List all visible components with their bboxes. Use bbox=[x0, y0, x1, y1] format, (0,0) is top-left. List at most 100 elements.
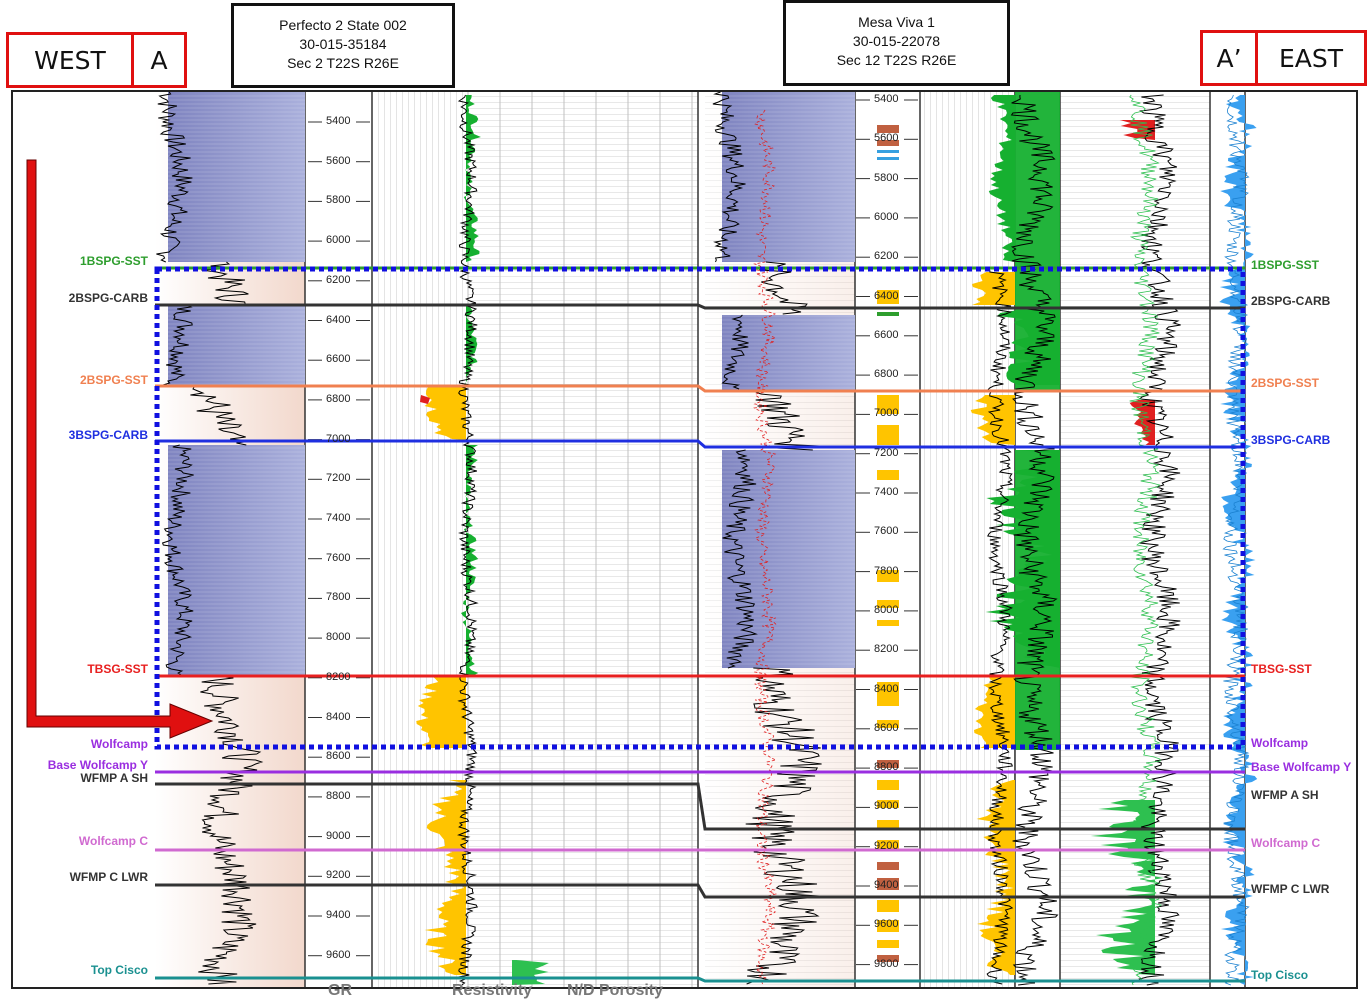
porosity-curve bbox=[1129, 94, 1163, 986]
lithology-bar bbox=[877, 862, 899, 870]
top-label-east: Base Wolfcamp Y bbox=[1251, 760, 1352, 774]
lithology-bar bbox=[877, 820, 899, 830]
top-label-west: 1BSPG-SST bbox=[79, 254, 148, 268]
depth-label: 9600 bbox=[326, 948, 351, 961]
top-label-east: TBSG-SST bbox=[1251, 662, 1312, 676]
resistivity-curve bbox=[986, 269, 1014, 985]
lithology-bar bbox=[877, 800, 899, 808]
depth-label: 6000 bbox=[326, 234, 351, 247]
depth-label: 7800 bbox=[874, 564, 899, 577]
well-api: 30-015-35184 bbox=[299, 36, 387, 52]
depth-label: 5600 bbox=[874, 132, 899, 145]
top-label-west: WFMP C LWR bbox=[69, 870, 148, 884]
gr-shale-fill bbox=[722, 450, 855, 668]
track-label-nd-porosity: N/D Porosity bbox=[567, 982, 664, 999]
lithology-bar bbox=[877, 840, 899, 850]
depth-label: 9200 bbox=[874, 839, 899, 852]
top-label-west: TBSG-SST bbox=[87, 662, 148, 676]
formation-top-line bbox=[155, 384, 1245, 393]
porosity-blue-curve bbox=[1222, 94, 1250, 986]
depth-label: 8000 bbox=[874, 603, 899, 616]
lithology-bar bbox=[877, 620, 899, 626]
well-name: Mesa Viva 1 bbox=[858, 14, 935, 30]
lithology-bar bbox=[877, 150, 899, 153]
depth-label: 5400 bbox=[326, 115, 351, 127]
top-label-east: Top Cisco bbox=[1251, 968, 1309, 982]
depth-label: 8400 bbox=[326, 710, 351, 723]
lithology-bar bbox=[877, 125, 899, 133]
top-label-west: Top Cisco bbox=[90, 963, 148, 977]
lithology-bar bbox=[877, 920, 899, 932]
top-label-east: WFMP C LWR bbox=[1251, 882, 1330, 896]
depth-label: 8000 bbox=[326, 631, 351, 644]
depth-label: 5800 bbox=[874, 171, 899, 184]
resistivity-fill bbox=[988, 95, 1015, 262]
depth-label: 8200 bbox=[326, 670, 351, 683]
lithology-bar bbox=[877, 470, 899, 480]
top-label-west: 2BSPG-CARB bbox=[68, 291, 148, 305]
west-label: WEST bbox=[6, 32, 134, 88]
top-label-east: Wolfcamp C bbox=[1251, 836, 1321, 850]
resistivity-curve bbox=[1010, 94, 1059, 986]
lithology-bar bbox=[877, 312, 899, 316]
depth-label: 7600 bbox=[874, 525, 899, 538]
crossover-fill bbox=[1129, 400, 1155, 445]
gr-curve bbox=[755, 389, 820, 451]
track-label-gr: GR bbox=[328, 982, 352, 999]
depth-label: 9400 bbox=[326, 909, 351, 921]
depth-label: 8600 bbox=[874, 721, 899, 734]
formation-top-line bbox=[155, 782, 1245, 831]
formation-top-line bbox=[155, 883, 1245, 899]
crossover-fill bbox=[420, 395, 430, 404]
west-marker: A bbox=[131, 32, 187, 88]
lithology-bar bbox=[877, 570, 899, 582]
lithology-bar bbox=[877, 760, 899, 768]
depth-label: 9000 bbox=[874, 800, 899, 813]
depth-label: 7000 bbox=[326, 432, 351, 445]
east-label: EAST bbox=[1255, 30, 1367, 86]
depth-label: 5400 bbox=[874, 93, 899, 105]
well-header-perfecto: Perfecto 2 State 002 30-015-35184 Sec 2 … bbox=[231, 3, 455, 88]
gr-curve bbox=[190, 384, 252, 446]
top-label-east: 3BSPG-CARB bbox=[1251, 433, 1331, 447]
gr-curve bbox=[721, 314, 749, 390]
lithology-bar bbox=[877, 395, 899, 414]
gr-curve bbox=[161, 444, 194, 676]
porosity-curve bbox=[1138, 94, 1181, 986]
depth-label: 9400 bbox=[874, 879, 899, 891]
lithology-bar bbox=[877, 290, 899, 304]
top-label-west: Wolfcamp C bbox=[78, 834, 148, 848]
depth-label: 6200 bbox=[874, 250, 899, 263]
depth-label: 7600 bbox=[326, 551, 351, 564]
top-label-east: 2BSPG-CARB bbox=[1251, 294, 1331, 308]
crossover-fill bbox=[1119, 120, 1155, 140]
formation-top-line bbox=[155, 439, 1245, 449]
formation-top-line bbox=[155, 976, 1245, 983]
gr-curve bbox=[156, 91, 193, 263]
depth-label: 6800 bbox=[874, 368, 899, 381]
sand-fill bbox=[424, 780, 466, 975]
depth-label: 6200 bbox=[326, 273, 351, 286]
depth-label: 8200 bbox=[874, 643, 899, 656]
lithology-bar bbox=[877, 720, 899, 728]
lithology-bar bbox=[877, 600, 899, 608]
gr-curve bbox=[198, 675, 264, 985]
highlighted-interval-box bbox=[154, 266, 1246, 750]
depth-label: 7400 bbox=[874, 486, 899, 498]
lithology-bar bbox=[877, 140, 899, 146]
depth-label: 8600 bbox=[326, 750, 351, 763]
lithology-bar bbox=[877, 955, 899, 962]
depth-label: 9800 bbox=[874, 957, 899, 970]
depth-label: 8800 bbox=[326, 789, 351, 802]
lithology-bar bbox=[877, 878, 899, 890]
lithology-bar bbox=[877, 682, 899, 706]
lithology-bar bbox=[877, 780, 899, 790]
porosity-blue-fill bbox=[1219, 95, 1258, 985]
depth-label: 6400 bbox=[326, 313, 351, 326]
top-label-west: 2BSPG-SST bbox=[79, 373, 148, 387]
gr-shale-fill bbox=[722, 92, 855, 262]
depth-label: 7400 bbox=[326, 512, 351, 524]
lithology-bar bbox=[877, 157, 899, 160]
porosity-fill bbox=[1090, 800, 1164, 975]
well-api: 30-015-22078 bbox=[852, 33, 941, 49]
